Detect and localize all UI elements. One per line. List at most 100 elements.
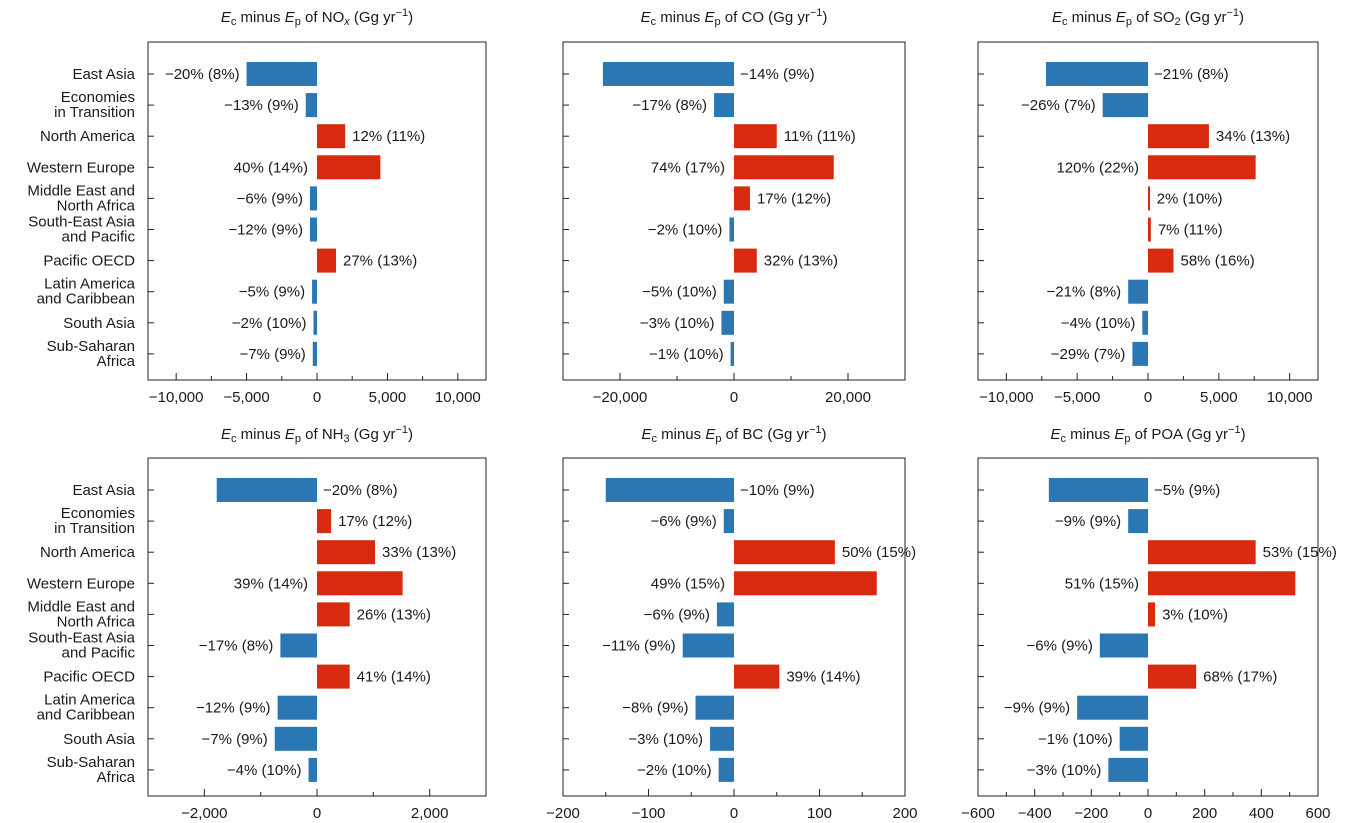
title-minus-text: minus <box>236 9 284 26</box>
title-unit-exponent: −1 <box>810 7 823 19</box>
x-tick-label: 0 <box>730 805 738 822</box>
category-label: North America <box>40 128 136 145</box>
value-label: −1% (10%) <box>649 346 724 363</box>
bar-positive <box>734 571 877 595</box>
x-tick-label: −20,000 <box>593 389 648 406</box>
title-unit-close: ) <box>1241 426 1246 443</box>
title-minus-text: minus <box>657 426 705 443</box>
value-label: 40% (14%) <box>234 159 308 176</box>
bar-negative <box>1128 509 1148 533</box>
value-label: 27% (13%) <box>343 253 417 270</box>
bar-negative <box>717 602 734 626</box>
title-unit-exponent: −1 <box>809 424 822 436</box>
title-of-text: of <box>721 9 742 26</box>
bar-negative <box>1100 634 1148 658</box>
bar-positive <box>734 155 834 179</box>
bar-negative <box>1132 342 1148 366</box>
value-label: −8% (9%) <box>622 700 688 717</box>
category-label: Middle East and North Africa <box>27 182 135 214</box>
value-label: 11% (11%) <box>784 128 856 145</box>
bar-negative <box>278 696 317 720</box>
value-label: 58% (16%) <box>1181 253 1255 270</box>
bar-negative <box>312 280 317 304</box>
title-unit-close: ) <box>822 426 827 443</box>
bar-negative <box>313 311 317 335</box>
category-label: South-East Asia and Pacific <box>28 214 135 246</box>
value-label: −6% (9%) <box>644 606 710 623</box>
bar-positive <box>317 249 336 273</box>
x-tick-label: 0 <box>313 389 321 406</box>
value-label: −20% (8%) <box>165 66 240 83</box>
category-label: Western Europe <box>27 575 135 592</box>
bar-positive <box>734 540 835 564</box>
title-of-text: of <box>301 9 322 26</box>
bar-positive <box>734 665 779 689</box>
category-label: Sub-Saharan Africa <box>47 338 136 370</box>
x-tick-label: −2,000 <box>181 805 227 822</box>
panel-nh3: Ec minus Ep of NH3 (Gg yr−1)−2,000 0 2,000… <box>27 424 486 822</box>
bar-negative <box>696 696 734 720</box>
category-label: South-East Asia and Pacific <box>28 630 135 662</box>
bar-positive <box>1148 218 1151 242</box>
bar-positive <box>1148 155 1256 179</box>
category-label: Western Europe <box>27 159 135 176</box>
value-label: −3% (10%) <box>640 315 715 332</box>
title-minus-text: minus <box>236 426 284 443</box>
bar-negative <box>1142 311 1148 335</box>
value-label: −6% (9%) <box>650 513 716 530</box>
value-label: −12% (9%) <box>228 222 303 239</box>
title-species: CO <box>741 9 764 26</box>
title-minus-text: minus <box>1067 9 1115 26</box>
value-label: −5% (9%) <box>1154 482 1220 499</box>
title-unit-close: ) <box>822 9 827 26</box>
x-tick-label: 0 <box>1144 805 1152 822</box>
title-species: NO <box>322 9 345 26</box>
panel-bc: Ec minus Ep of BC (Gg yr−1)−200 −100 0 100 2… <box>546 424 917 822</box>
panel-title: Ec minus Ep of POA (Gg yr−1) <box>1050 424 1245 445</box>
panel-nox: Ec minus Ep of NOx (Gg yr−1)−10,000 −5,00… <box>27 7 486 406</box>
title-species: NH <box>322 426 344 443</box>
value-label: −13% (9%) <box>224 97 299 114</box>
title-unit-text: (Gg yr <box>350 426 396 443</box>
bar-positive <box>317 602 350 626</box>
category-label: Latin America and Caribbean <box>37 276 136 308</box>
x-tick-label: 200 <box>892 805 917 822</box>
bar-negative <box>217 478 317 502</box>
title-species: POA <box>1151 426 1183 443</box>
panel-title: Ec minus Ep of NH3 (Gg yr−1) <box>221 424 413 445</box>
panel-title: Ec minus Ep of SO2 (Gg yr−1) <box>1052 7 1244 28</box>
category-label: Economies in Transition <box>54 505 135 537</box>
title-unit-exponent: −1 <box>1228 424 1241 436</box>
bar-negative <box>1103 93 1148 117</box>
title-unit-close: ) <box>1239 9 1244 26</box>
x-tick-label: −100 <box>632 805 666 822</box>
bar-negative <box>724 280 734 304</box>
value-label: 12% (11%) <box>352 128 425 145</box>
bar-negative <box>714 93 734 117</box>
value-label: −17% (8%) <box>199 638 274 655</box>
value-label: 39% (14%) <box>786 669 860 686</box>
value-label: 33% (13%) <box>382 544 456 561</box>
value-label: −7% (9%) <box>239 346 305 363</box>
x-tick-label: 100 <box>807 805 832 822</box>
title-of-text: of <box>721 426 742 443</box>
category-label: Pacific OECD <box>43 253 135 270</box>
x-tick-label: −5,000 <box>1054 389 1100 406</box>
value-label: 2% (10%) <box>1157 190 1223 207</box>
value-label: 49% (15%) <box>651 575 725 592</box>
title-unit-text: (Gg yr <box>1182 426 1228 443</box>
title-unit-text: (Gg yr <box>1181 9 1227 26</box>
value-label: −5% (10%) <box>642 284 717 301</box>
value-label: −9% (9%) <box>1055 513 1121 530</box>
value-label: 3% (10%) <box>1162 606 1228 623</box>
x-tick-label: 2,000 <box>411 805 449 822</box>
x-tick-label: −200 <box>546 805 580 822</box>
bar-negative <box>275 727 317 751</box>
category-label: North America <box>40 544 136 561</box>
bar-positive <box>317 509 331 533</box>
category-label: South Asia <box>63 731 135 748</box>
category-label: South Asia <box>63 315 135 332</box>
panel-poa: Ec minus Ep of POA (Gg yr−1) −600 −400 −200… <box>961 424 1337 822</box>
bar-negative <box>310 218 317 242</box>
